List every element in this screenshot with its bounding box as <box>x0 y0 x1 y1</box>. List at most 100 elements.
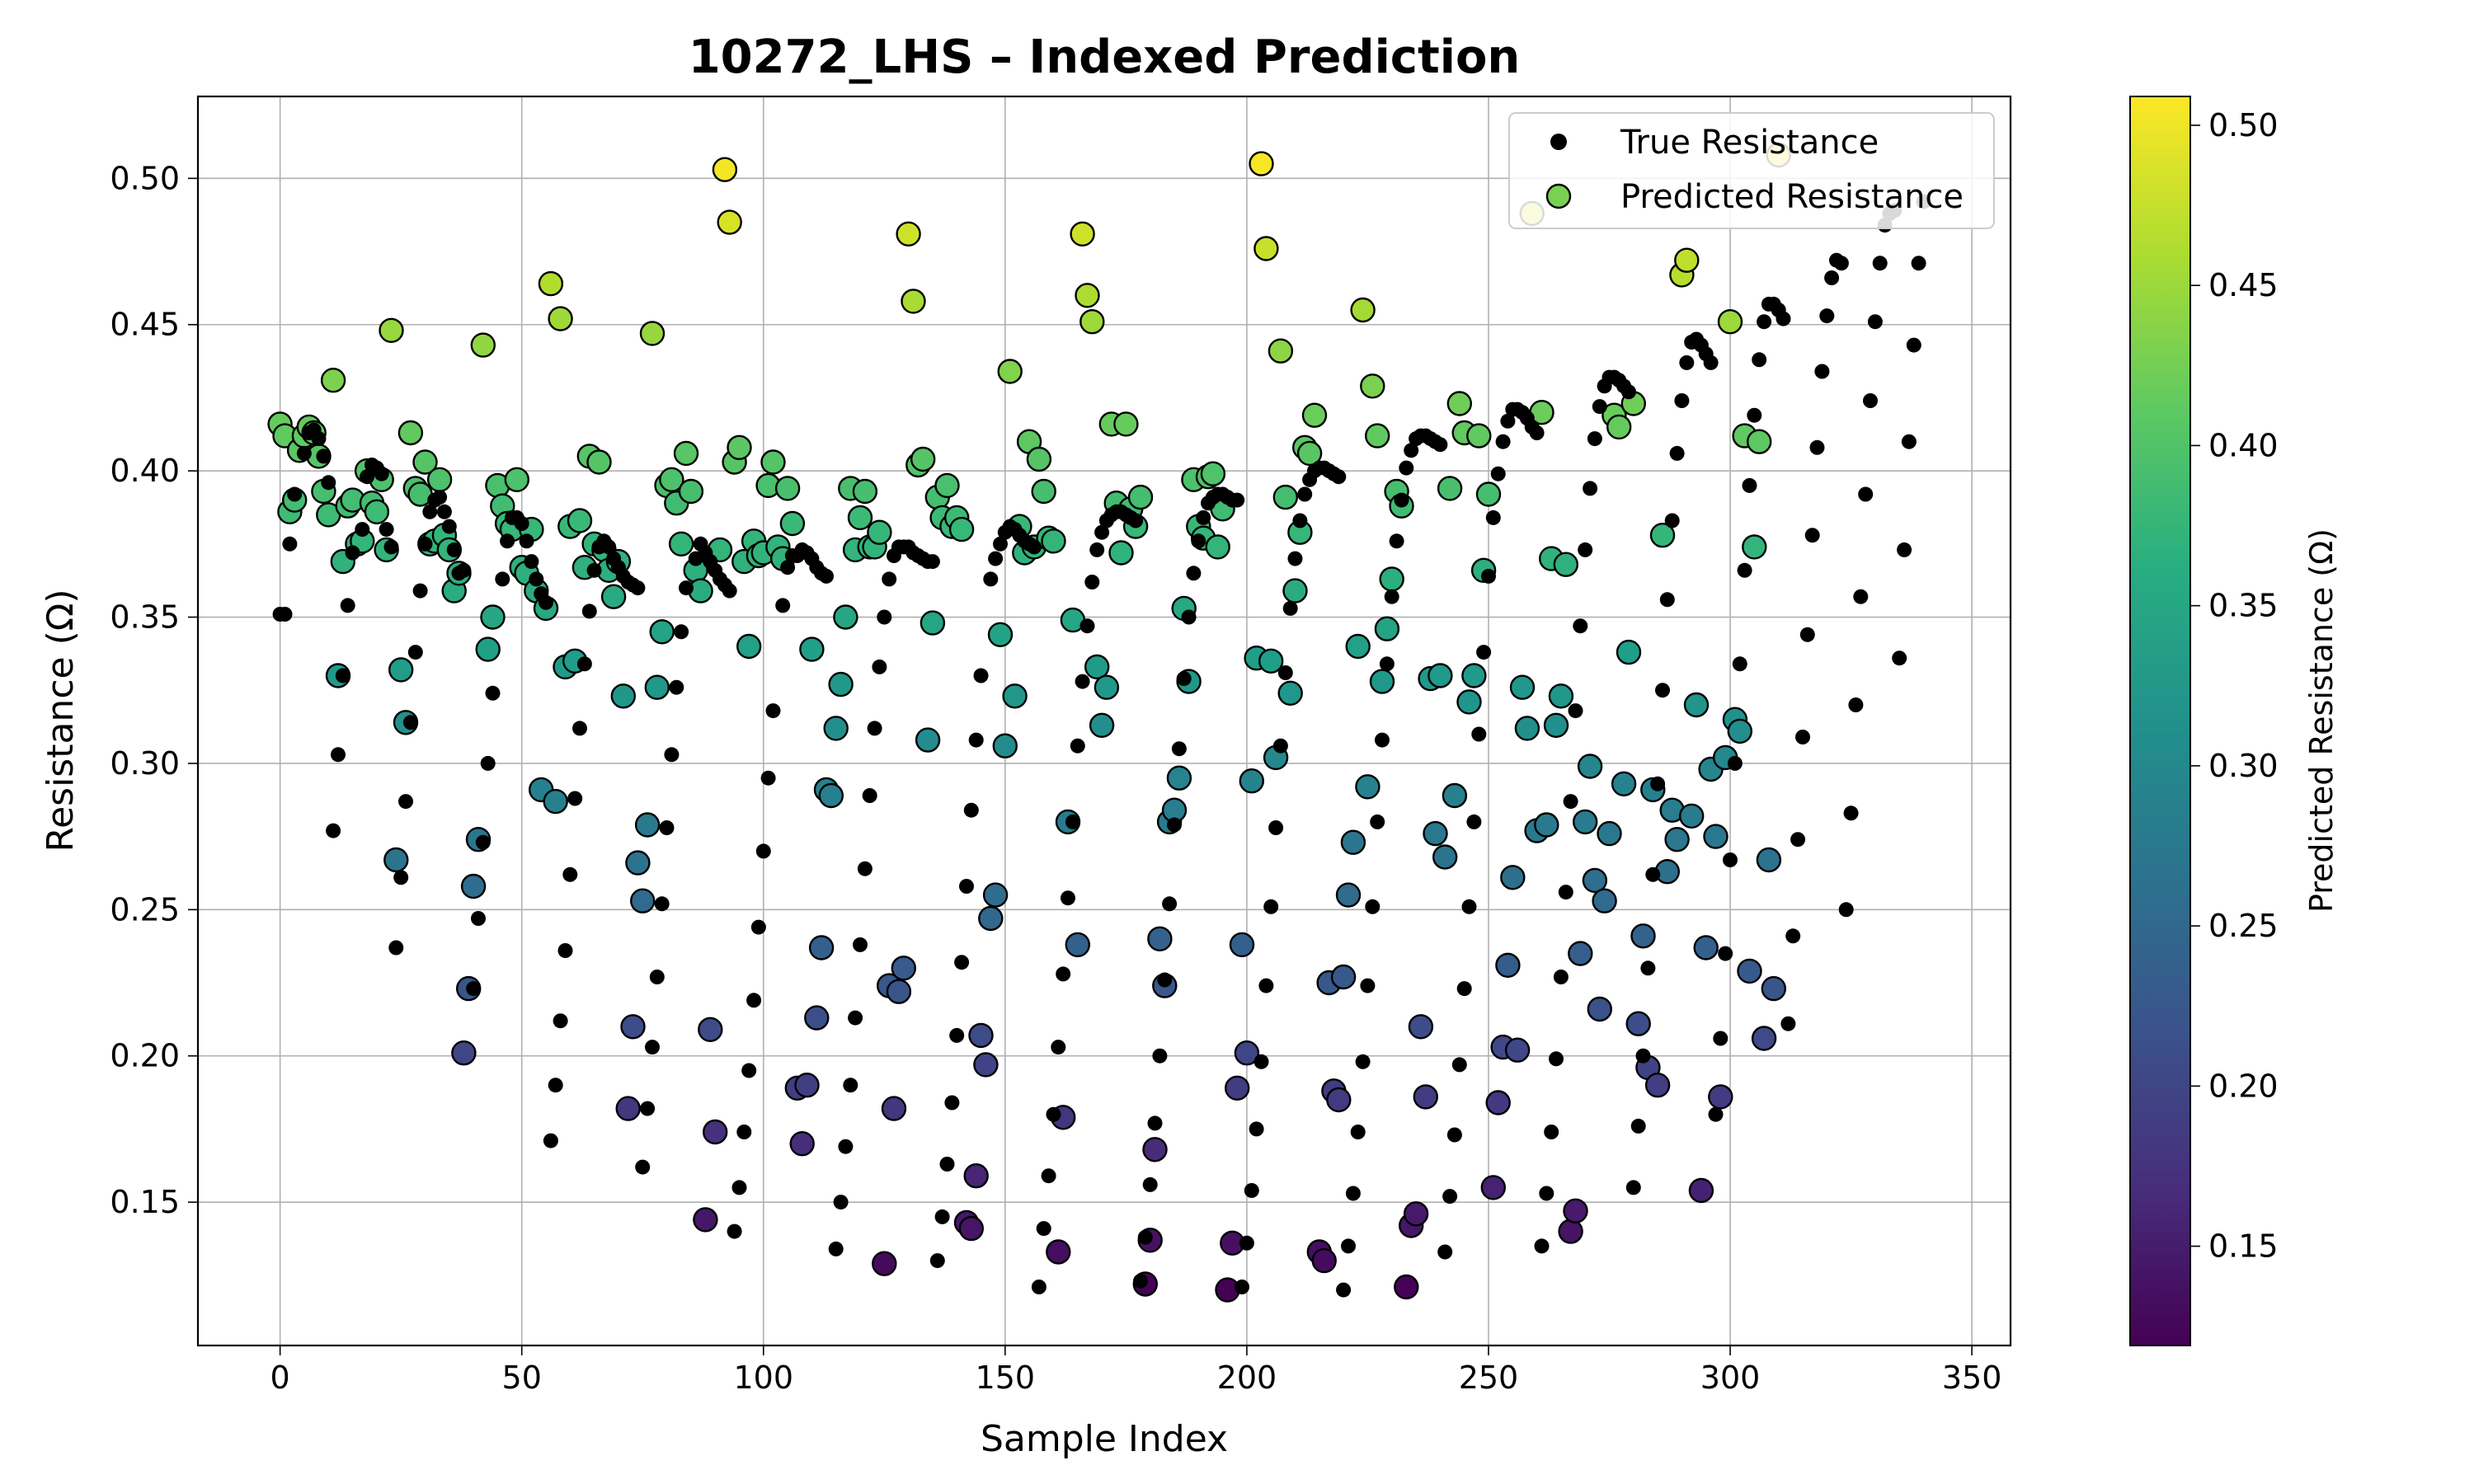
true-point <box>819 568 834 584</box>
true-point <box>1757 314 1772 330</box>
colorbar-tick-label: 0.20 <box>2208 1068 2279 1104</box>
predicted-point <box>1065 932 1091 958</box>
predicted-point <box>833 604 858 630</box>
true-point <box>973 668 989 683</box>
predicted-point <box>1046 1239 1071 1265</box>
true-point <box>939 1157 955 1172</box>
true-point <box>1650 776 1666 791</box>
predicted-point <box>1717 309 1743 335</box>
true-point <box>924 554 940 570</box>
predicted-point <box>799 636 825 662</box>
true-point <box>1191 533 1206 549</box>
true-point <box>412 583 428 599</box>
predicted-point <box>480 604 506 630</box>
true-point <box>1051 1040 1066 1055</box>
predicted-point <box>630 888 656 913</box>
true-point <box>1244 1183 1259 1198</box>
predicted-point <box>1727 718 1753 744</box>
predicted-point <box>1258 648 1284 674</box>
x-tick-label: 200 <box>1217 1360 1277 1396</box>
true-point <box>1573 618 1588 634</box>
true-point <box>1892 650 1907 666</box>
true-point <box>1375 732 1390 748</box>
colorbar-label: Predicted Resistance (Ω) <box>2303 528 2340 913</box>
true-point <box>1456 981 1472 997</box>
y-tick-label: 0.35 <box>110 599 180 636</box>
true-point <box>1799 627 1815 642</box>
predicted-point <box>727 434 752 460</box>
true-point <box>321 475 336 491</box>
predicted-point <box>1108 540 1134 566</box>
true-point <box>1331 469 1347 485</box>
true-point <box>664 747 680 763</box>
true-point <box>1901 434 1917 449</box>
true-point <box>1133 1273 1148 1289</box>
true-point <box>407 645 423 660</box>
predicted-point <box>1553 552 1579 577</box>
true-point <box>741 1063 757 1078</box>
predicted-point <box>982 882 1009 908</box>
true-point <box>340 598 355 613</box>
true-point <box>1466 814 1482 829</box>
predicted-point <box>818 782 844 809</box>
predicted-point <box>1611 771 1637 796</box>
predicted-point <box>1742 534 1767 560</box>
predicted-point <box>610 683 636 709</box>
predicted-point <box>1147 926 1173 952</box>
true-point <box>543 1133 558 1148</box>
predicted-point <box>997 359 1023 384</box>
true-point <box>1196 510 1211 525</box>
true-point <box>1277 665 1293 680</box>
true-point <box>360 469 375 485</box>
true-point <box>287 486 303 502</box>
predicted-point <box>1296 440 1323 467</box>
predicted-point <box>1761 975 1787 1002</box>
true-point <box>1635 1048 1651 1064</box>
predicted-point <box>1558 1219 1583 1244</box>
true-point <box>722 583 737 599</box>
true-point <box>529 571 544 587</box>
predicted-point <box>1340 829 1366 855</box>
true-point <box>843 1078 858 1093</box>
true-point <box>1350 1125 1366 1139</box>
predicted-point <box>1301 402 1328 428</box>
true-point <box>1176 671 1192 687</box>
predicted-point <box>1403 1201 1429 1227</box>
colorbar-ticks: 0.15 0.20 0.25 0.30 0.35 0.40 0.45 0.50 <box>2190 107 2279 1265</box>
predicted-point <box>620 1014 646 1040</box>
true-point <box>1630 1118 1646 1134</box>
true-point <box>862 788 877 803</box>
predicted-point <box>1703 824 1729 849</box>
predicted-point <box>1432 844 1458 870</box>
predicted-point <box>1224 1075 1250 1101</box>
true-point <box>1394 492 1409 508</box>
true-point <box>475 834 491 850</box>
true-point <box>857 861 872 876</box>
true-point <box>1703 355 1719 370</box>
predicted-point <box>426 467 453 492</box>
predicted-point <box>1756 847 1782 873</box>
colorbar-gradient <box>2129 96 2191 1346</box>
predicted-point <box>1625 1011 1651 1036</box>
true-point <box>635 1159 651 1175</box>
true-point <box>1070 738 1085 754</box>
true-point <box>944 1095 960 1111</box>
predicted-point <box>987 622 1014 647</box>
predicted-point <box>1031 478 1056 505</box>
predicted-point <box>886 979 912 1004</box>
true-point <box>736 1125 752 1139</box>
true-point <box>1578 542 1593 557</box>
true-point <box>1776 311 1791 326</box>
predicted-point <box>1466 423 1492 448</box>
predicted-point <box>1075 283 1100 308</box>
true-point <box>669 679 684 695</box>
predicted-point <box>896 221 921 247</box>
predicted-point <box>1268 338 1294 364</box>
legend-marker-true <box>1550 134 1567 150</box>
predicted-point <box>668 531 694 556</box>
true-point <box>1089 542 1105 557</box>
true-point <box>480 755 496 771</box>
true-point <box>1471 726 1487 742</box>
predicted-point <box>1688 1177 1714 1204</box>
